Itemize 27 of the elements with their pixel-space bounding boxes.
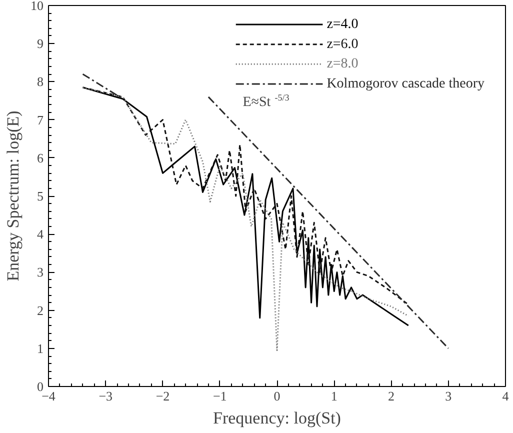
y-tick-label: 9 [37,36,44,52]
text: z=6.0 [326,36,358,52]
x-tick-label: −2 [156,388,170,404]
x-tick-label: 0 [274,388,280,404]
y-tick-label: 4 [37,226,44,242]
x-tick-label: 1 [330,388,338,404]
x-tick-label: 3 [445,388,452,404]
annotation: E≈St-5/3 [242,92,290,110]
text: z=8.0 [326,56,358,72]
y-tick-label: 0 [37,379,44,394]
text: z=4.0 [326,17,358,32]
x-axis-title: Frequency: log(St) [213,408,341,428]
y-tick-label: 5 [37,188,44,204]
y-tick-label: 3 [37,264,44,280]
x-tick-label: −3 [98,388,113,404]
y-tick-label: 2 [37,302,44,318]
y-tick-label: 6 [37,150,44,166]
x-tick-label: 2 [388,388,394,404]
y-tick-label: 10 [30,0,44,13]
text: Kolmogorov cascade theory [326,76,485,92]
x-tick-label: 4 [502,388,510,404]
y-tick-label: 8 [37,74,44,90]
y-axis-title: Energy Spectrum: log(E) [4,110,22,282]
y-tick-label: 1 [37,340,44,356]
x-tick-label: −4 [42,388,56,404]
x-tick-label: −1 [212,388,227,404]
y-tick-label: 7 [37,112,44,128]
